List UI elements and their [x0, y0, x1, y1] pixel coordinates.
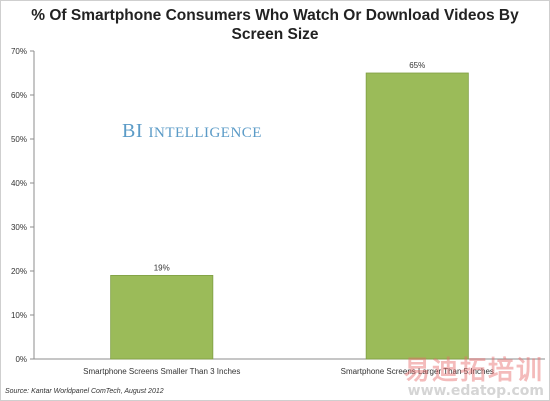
y-tick-label: 70%: [11, 47, 27, 56]
bar: [110, 274, 214, 360]
x-category-label: Smartphone Screens Smaller Than 3 Inches: [83, 367, 240, 376]
data-label: 19%: [154, 263, 170, 272]
watermark-name: Intelligence: [148, 125, 262, 141]
y-tick-label: 30%: [11, 223, 27, 232]
y-tick-label: 50%: [11, 135, 27, 144]
bar: [365, 72, 469, 360]
y-tick-label: 10%: [11, 311, 27, 320]
data-label: 65%: [409, 61, 425, 70]
watermark-brand: BI: [122, 120, 143, 142]
edatop-watermark: 易迪拓培训 www.edatop.com: [404, 350, 544, 399]
edatop-url: www.edatop.com: [407, 383, 544, 399]
x-category-label: Smartphone Screens Larger Than 5 Inches: [341, 367, 494, 376]
y-tick-label: 20%: [11, 267, 27, 276]
source-note: Source: Kantar Worldpanel ComTech, Augus…: [5, 388, 164, 395]
y-tick-label: 40%: [11, 179, 27, 188]
bi-intelligence-watermark: BI Intelligence: [122, 120, 262, 143]
y-tick-label: 60%: [11, 91, 27, 100]
chart-title: % Of Smartphone Consumers Who Watch Or D…: [31, 7, 519, 43]
y-tick-label: 0%: [15, 355, 27, 364]
edatop-chinese-text: 易迪拓培训: [403, 356, 544, 386]
